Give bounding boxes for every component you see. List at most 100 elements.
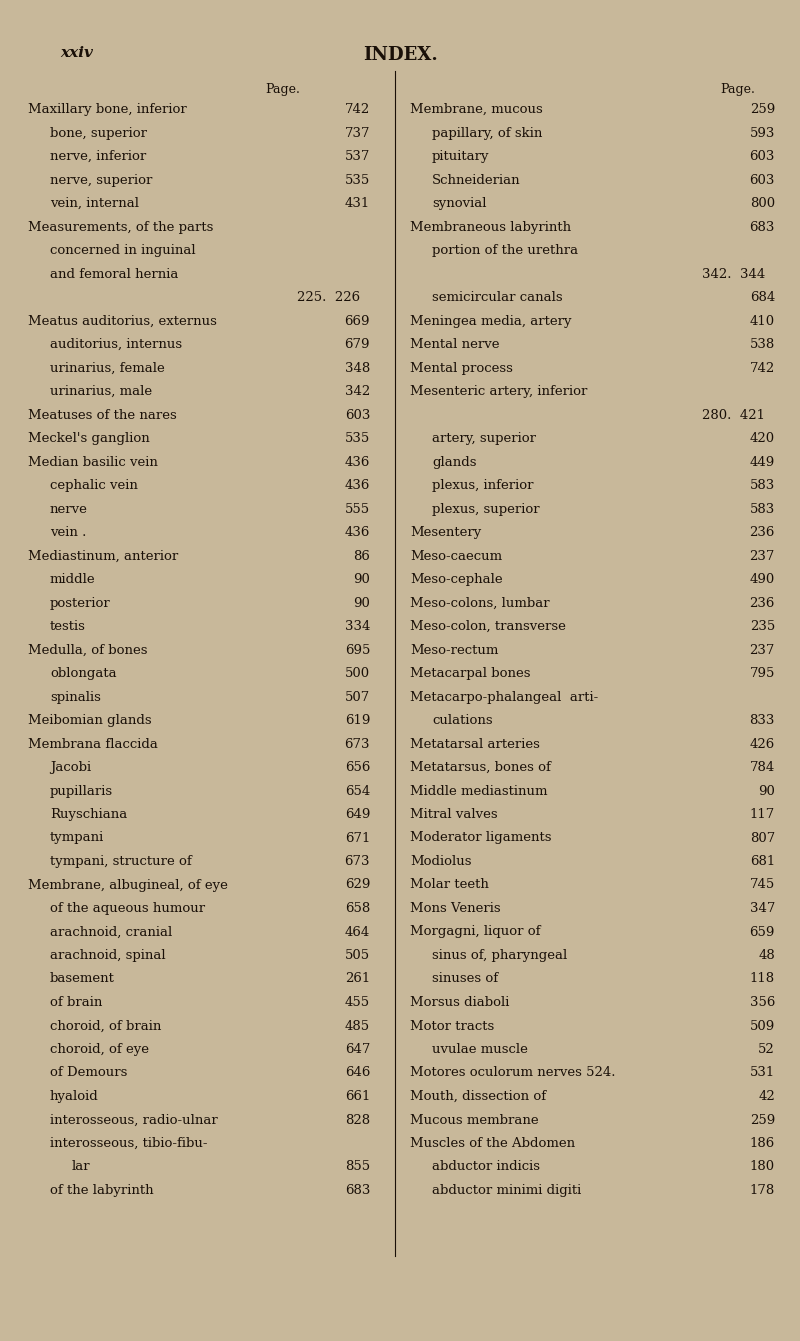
Text: 745: 745 xyxy=(750,878,775,892)
Text: 828: 828 xyxy=(345,1113,370,1126)
Text: 334: 334 xyxy=(345,620,370,633)
Text: 656: 656 xyxy=(345,760,370,774)
Text: Medulla, of bones: Medulla, of bones xyxy=(28,644,147,657)
Text: 535: 535 xyxy=(345,432,370,445)
Text: Page.: Page. xyxy=(720,83,755,97)
Text: Moderator ligaments: Moderator ligaments xyxy=(410,831,551,845)
Text: 280.  421: 280. 421 xyxy=(702,409,765,421)
Text: Median basilic vein: Median basilic vein xyxy=(28,456,158,468)
Text: Measurements, of the parts: Measurements, of the parts xyxy=(28,220,214,233)
Text: 583: 583 xyxy=(750,479,775,492)
Text: urinarius, female: urinarius, female xyxy=(50,362,165,374)
Text: 649: 649 xyxy=(345,809,370,821)
Text: Meibomian glands: Meibomian glands xyxy=(28,713,152,727)
Text: semicircular canals: semicircular canals xyxy=(432,291,562,304)
Text: 695: 695 xyxy=(345,644,370,657)
Text: tympani, structure of: tympani, structure of xyxy=(50,856,192,868)
Text: 603: 603 xyxy=(750,150,775,164)
Text: sinuses of: sinuses of xyxy=(432,972,498,986)
Text: 347: 347 xyxy=(750,902,775,915)
Text: hyaloid: hyaloid xyxy=(50,1090,98,1104)
Text: Membrane, albugineal, of eye: Membrane, albugineal, of eye xyxy=(28,878,228,892)
Text: testis: testis xyxy=(50,620,86,633)
Text: 654: 654 xyxy=(345,784,370,798)
Text: 647: 647 xyxy=(345,1043,370,1055)
Text: 342.  344: 342. 344 xyxy=(702,267,765,280)
Text: Schneiderian: Schneiderian xyxy=(432,173,521,186)
Text: 537: 537 xyxy=(345,150,370,164)
Text: of the aqueous humour: of the aqueous humour xyxy=(50,902,205,915)
Text: 833: 833 xyxy=(750,713,775,727)
Text: 449: 449 xyxy=(750,456,775,468)
Text: 90: 90 xyxy=(353,597,370,610)
Text: middle: middle xyxy=(50,573,96,586)
Text: Middle mediastinum: Middle mediastinum xyxy=(410,784,547,798)
Text: 795: 795 xyxy=(750,666,775,680)
Text: 507: 507 xyxy=(345,691,370,704)
Text: 683: 683 xyxy=(345,1184,370,1198)
Text: 464: 464 xyxy=(345,925,370,939)
Text: Meatus auditorius, externus: Meatus auditorius, externus xyxy=(28,315,217,327)
Text: Mental process: Mental process xyxy=(410,362,513,374)
Text: tympani: tympani xyxy=(50,831,104,845)
Text: 500: 500 xyxy=(345,666,370,680)
Text: of the labyrinth: of the labyrinth xyxy=(50,1184,154,1198)
Text: portion of the urethra: portion of the urethra xyxy=(432,244,578,257)
Text: 52: 52 xyxy=(758,1043,775,1055)
Text: Meso-caecum: Meso-caecum xyxy=(410,550,502,562)
Text: auditorius, internus: auditorius, internus xyxy=(50,338,182,351)
Text: abductor minimi digiti: abductor minimi digiti xyxy=(432,1184,582,1198)
Text: nerve: nerve xyxy=(50,503,88,515)
Text: choroid, of brain: choroid, of brain xyxy=(50,1019,162,1033)
Text: 348: 348 xyxy=(345,362,370,374)
Text: 855: 855 xyxy=(345,1160,370,1173)
Text: 225.  226: 225. 226 xyxy=(297,291,360,304)
Text: plexus, superior: plexus, superior xyxy=(432,503,540,515)
Text: Ruyschiana: Ruyschiana xyxy=(50,809,127,821)
Text: 42: 42 xyxy=(758,1090,775,1104)
Text: 485: 485 xyxy=(345,1019,370,1033)
Text: Meningea media, artery: Meningea media, artery xyxy=(410,315,571,327)
Text: Motor tracts: Motor tracts xyxy=(410,1019,494,1033)
Text: nerve, inferior: nerve, inferior xyxy=(50,150,146,164)
Text: 737: 737 xyxy=(345,126,370,139)
Text: 342: 342 xyxy=(345,385,370,398)
Text: of brain: of brain xyxy=(50,996,102,1008)
Text: Metacarpo-phalangeal  arti-: Metacarpo-phalangeal arti- xyxy=(410,691,598,704)
Text: 659: 659 xyxy=(750,925,775,939)
Text: arachnoid, cranial: arachnoid, cranial xyxy=(50,925,172,939)
Text: 261: 261 xyxy=(345,972,370,986)
Text: sinus of, pharyngeal: sinus of, pharyngeal xyxy=(432,949,567,961)
Text: 505: 505 xyxy=(345,949,370,961)
Text: pupillaris: pupillaris xyxy=(50,784,113,798)
Text: 420: 420 xyxy=(750,432,775,445)
Text: Mental nerve: Mental nerve xyxy=(410,338,499,351)
Text: interosseous, radio-ulnar: interosseous, radio-ulnar xyxy=(50,1113,218,1126)
Text: 671: 671 xyxy=(345,831,370,845)
Text: 436: 436 xyxy=(345,456,370,468)
Text: Jacobi: Jacobi xyxy=(50,760,91,774)
Text: 629: 629 xyxy=(345,878,370,892)
Text: 807: 807 xyxy=(750,831,775,845)
Text: Meso-rectum: Meso-rectum xyxy=(410,644,498,657)
Text: synovial: synovial xyxy=(432,197,486,211)
Text: 48: 48 xyxy=(758,949,775,961)
Text: 646: 646 xyxy=(345,1066,370,1080)
Text: 679: 679 xyxy=(345,338,370,351)
Text: nerve, superior: nerve, superior xyxy=(50,173,152,186)
Text: 742: 742 xyxy=(345,103,370,117)
Text: glands: glands xyxy=(432,456,477,468)
Text: Meatuses of the nares: Meatuses of the nares xyxy=(28,409,177,421)
Text: 431: 431 xyxy=(345,197,370,211)
Text: Mucous membrane: Mucous membrane xyxy=(410,1113,538,1126)
Text: Morsus diaboli: Morsus diaboli xyxy=(410,996,510,1008)
Text: Membraneous labyrinth: Membraneous labyrinth xyxy=(410,220,571,233)
Text: 90: 90 xyxy=(353,573,370,586)
Text: plexus, inferior: plexus, inferior xyxy=(432,479,534,492)
Text: Meso-colons, lumbar: Meso-colons, lumbar xyxy=(410,597,550,610)
Text: 118: 118 xyxy=(750,972,775,986)
Text: 784: 784 xyxy=(750,760,775,774)
Text: Mitral valves: Mitral valves xyxy=(410,809,498,821)
Text: vein .: vein . xyxy=(50,526,86,539)
Text: 410: 410 xyxy=(750,315,775,327)
